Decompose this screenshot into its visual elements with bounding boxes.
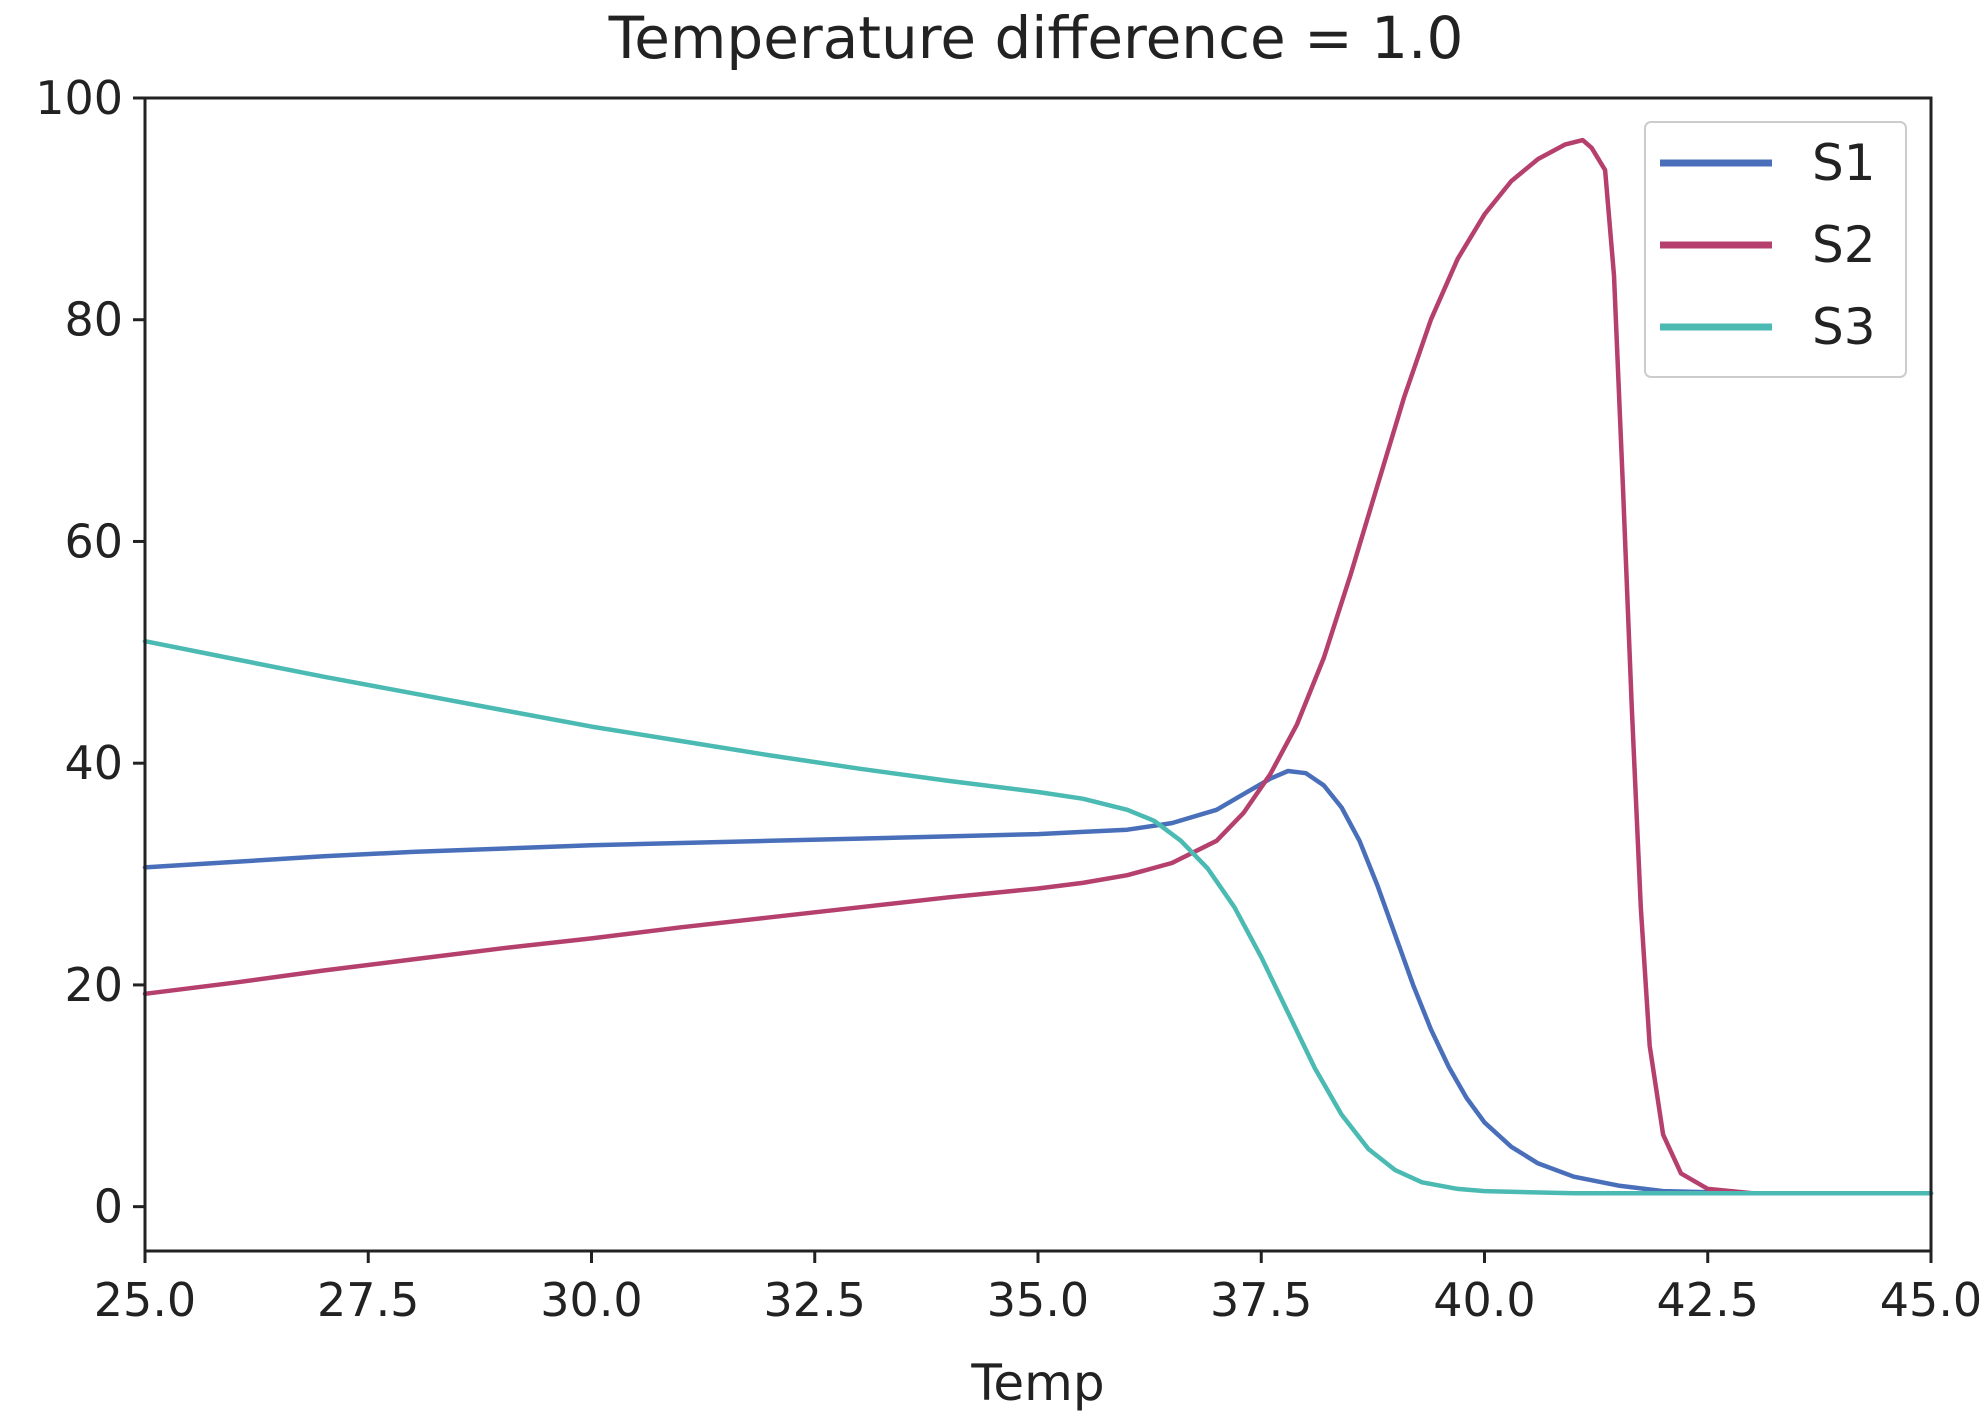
y-tick-label: 100 — [35, 71, 123, 125]
chart-title: Temperature difference = 1.0 — [608, 4, 1464, 72]
x-tick-label: 40.0 — [1433, 1273, 1535, 1327]
legend-label-s1: S1 — [1812, 134, 1876, 192]
y-tick-label: 60 — [64, 514, 123, 568]
y-axis: 0 20 40 60 80 100 — [35, 71, 145, 1234]
legend-label-s2: S2 — [1812, 216, 1876, 274]
x-axis-label: Temp — [970, 1354, 1104, 1412]
legend-box — [1644, 121, 1907, 378]
series-layer — [142, 137, 1934, 1196]
legend: S1 S2 S3 — [1644, 121, 1907, 378]
x-axis: 25.0 27.5 30.0 32.5 35.0 37.5 40.0 42.5 45.0 — [94, 1251, 1982, 1327]
x-tick-label: 45.0 — [1880, 1273, 1982, 1327]
x-tick-label: 37.5 — [1210, 1273, 1312, 1327]
x-tick-label: 32.5 — [764, 1273, 866, 1327]
series-line-s2 — [142, 137, 1934, 1196]
x-tick-label: 25.0 — [94, 1273, 196, 1327]
y-tick-label: 0 — [94, 1180, 123, 1234]
legend-items: S1 S2 S3 — [1660, 134, 1876, 356]
x-tick-label: 35.0 — [987, 1273, 1089, 1327]
series-line-s1 — [142, 768, 1934, 1196]
x-tick-label: 27.5 — [317, 1273, 419, 1327]
x-tick-label: 30.0 — [540, 1273, 642, 1327]
x-tick-label: 42.5 — [1657, 1273, 1759, 1327]
legend-label-s3: S3 — [1812, 298, 1876, 356]
y-tick-label: 20 — [64, 958, 123, 1012]
series-line-s3 — [142, 638, 1934, 1196]
y-tick-label: 80 — [64, 293, 123, 347]
y-tick-label: 40 — [64, 736, 123, 790]
